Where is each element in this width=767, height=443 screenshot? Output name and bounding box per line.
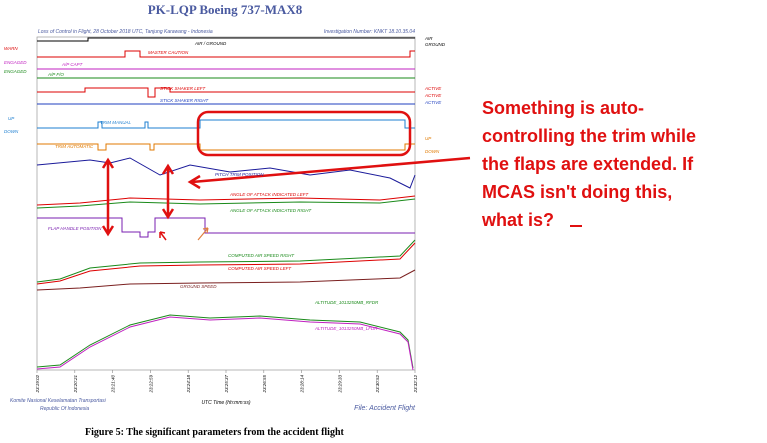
trace-label: COMPUTED AIR SPEED LEFT — [228, 266, 292, 271]
x-tick-label: 23:20:21 — [73, 375, 78, 394]
annotation-shapes — [101, 110, 582, 241]
trace-label: ALTITUDE_1013250MB_LFDR — [314, 326, 378, 331]
x-tick-label: 23:21:40 — [111, 375, 116, 394]
x-tick-label: 23:30:52 — [375, 375, 380, 394]
x-tick-label: 23:22:59 — [148, 375, 153, 394]
footer-left: Republic Of Indonesia — [40, 406, 89, 412]
annotation-line: Something is auto- — [482, 98, 644, 118]
trace-label: FLAP HANDLE POSITION — [48, 226, 102, 231]
x-tick-label: 23:26:55 — [262, 375, 267, 394]
trace-label: A/P F/O — [47, 72, 64, 77]
right-label: UP — [425, 136, 431, 141]
trace-label: TRIM MANUAL — [100, 120, 131, 125]
left-label: ENGAGED — [4, 60, 27, 65]
left-label: UP — [8, 116, 14, 121]
trace-label: STICK SHAKER LEFT — [160, 86, 207, 91]
trace-label: PITCH TRIM POSITION — [215, 172, 264, 177]
right-label: AIR — [424, 36, 433, 41]
trace-label: TRIM AUTOMATIC — [55, 144, 94, 149]
x-tick-label: 23:25:37 — [224, 375, 229, 394]
left-label: ENGAGED — [4, 69, 27, 74]
x-tick-label: 23:28:14 — [300, 375, 305, 394]
right-label: ACTIVE — [424, 100, 442, 105]
subtitle: Loss of Control in Flight, 28 October 20… — [38, 29, 213, 35]
annotation-line: the flaps are extended. If — [482, 154, 694, 174]
investigation: Investigation Number: KNKT 18.10.35.04 — [324, 29, 415, 35]
trace-label: STICK SHAKER RIGHT — [160, 98, 210, 103]
trace-label: ANGLE OF ATTACK INDICATED RIGHT — [229, 208, 313, 213]
left-label: WARN — [4, 46, 18, 51]
annotation-line: MCAS isn't doing this, — [482, 182, 672, 202]
x-axis-label: UTC Time (hh:mm:ss) — [201, 400, 250, 406]
x-tick-label: 23:24:18 — [186, 375, 191, 394]
annotation-line: what is? — [481, 210, 554, 230]
figure-title: PK-LQP Boeing 737-MAX8 — [148, 2, 303, 17]
right-label: DOWN — [425, 149, 440, 154]
trace-label: A/P CAPT — [61, 62, 84, 67]
x-tick-label: 23:29:33 — [337, 375, 342, 394]
annotation-line: controlling the trim while — [482, 126, 696, 146]
trace-label: ANGLE OF ATTACK INDICATED LEFT — [229, 192, 310, 197]
x-tick-label: 23:32:12 — [413, 375, 418, 394]
trace-label: GROUND SPEED — [180, 284, 217, 289]
trace-label: COMPUTED AIR SPEED RIGHT — [228, 253, 295, 258]
left-label: DOWN — [4, 129, 19, 134]
right-label: ACTIVE — [424, 93, 442, 98]
right-label: GROUND — [425, 42, 446, 47]
trace-label: ALTITUDE_1013250MB_RFDR — [314, 300, 379, 305]
caption: Figure 5: The significant parameters fro… — [85, 427, 345, 438]
right-label: ACTIVE — [424, 86, 442, 91]
trace-label: AIR / GROUND — [194, 41, 227, 46]
trace-label: MASTER CAUTION — [148, 50, 189, 55]
x-tick-label: 23:19:02 — [35, 375, 40, 394]
footer-right: File: Accident Flight — [354, 405, 416, 412]
footer-left: Komite Nasional Keselamatan Transportasi — [10, 398, 107, 404]
traces — [36, 37, 416, 371]
